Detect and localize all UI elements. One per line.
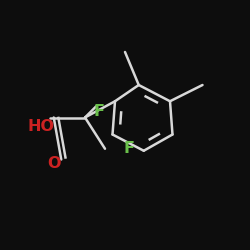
Text: HO: HO <box>28 119 55 134</box>
Text: F: F <box>123 141 134 156</box>
Text: O: O <box>47 156 60 171</box>
Text: F: F <box>93 104 104 119</box>
